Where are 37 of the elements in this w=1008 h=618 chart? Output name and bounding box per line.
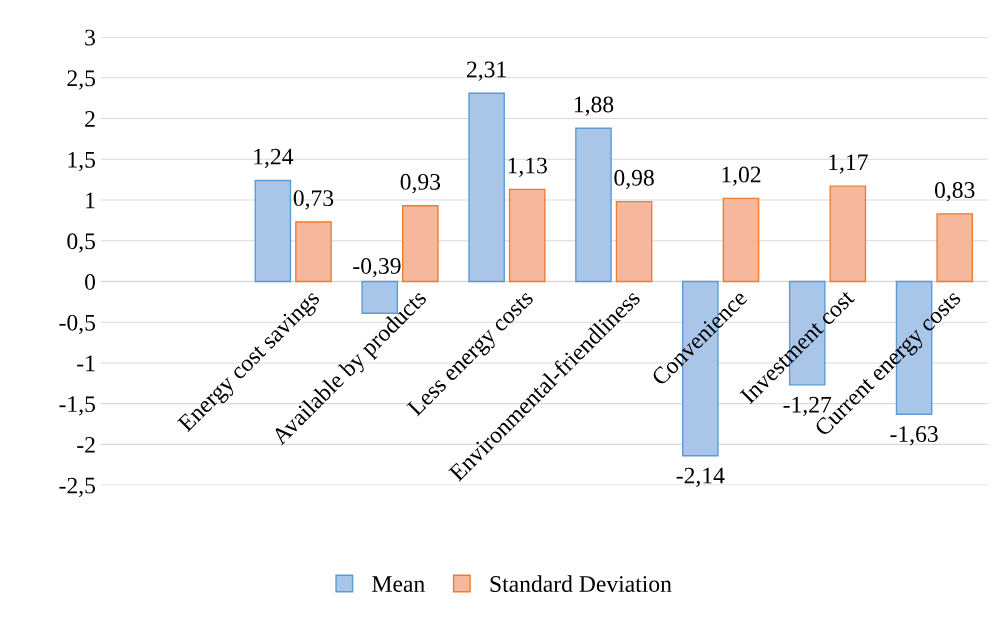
data-label: 1,17: [829, 154, 868, 174]
bar: [615, 200, 653, 283]
data-label: -0,39: [353, 257, 401, 278]
y-tick-label: -2,5: [59, 477, 96, 497]
data-label: -1,63: [890, 426, 938, 446]
bar: [829, 185, 867, 283]
y-tick-label: 0,5: [67, 233, 96, 253]
bar: [254, 179, 292, 283]
legend-label: Standard Deviation: [490, 575, 672, 592]
bar: [402, 205, 439, 283]
bar: [936, 213, 974, 283]
y-tick-label: 1,5: [68, 151, 96, 172]
bar: [722, 197, 760, 283]
data-label: 0,98: [614, 169, 654, 190]
y-tick-label: 1: [86, 192, 95, 209]
bar: [468, 92, 505, 283]
bar: [508, 188, 546, 283]
y-tick-label: 2,5: [67, 70, 96, 90]
y-tick-label: 3: [85, 29, 96, 46]
data-label: 1,24: [254, 148, 294, 168]
y-tick-label: -0,5: [59, 314, 96, 335]
data-label: 1,02: [722, 166, 761, 186]
data-label: 0,83: [934, 182, 975, 202]
bar: [575, 127, 612, 283]
data-label: 0,93: [400, 173, 441, 194]
y-tick-label: -1,5: [59, 396, 96, 416]
y-tick-label: 0: [85, 273, 96, 290]
data-label: 0,73: [293, 190, 334, 210]
data-label: 1,88: [574, 96, 614, 116]
data-label: 2,31: [466, 61, 506, 81]
data-label: 1,13: [508, 157, 547, 177]
y-tick-label: -2: [77, 436, 95, 453]
y-tick-label: -1: [77, 355, 95, 372]
y-tick-label: 2: [85, 111, 95, 127]
legend-label: Mean: [372, 576, 425, 592]
data-label: -2,14: [676, 467, 725, 487]
bar: [295, 221, 332, 283]
